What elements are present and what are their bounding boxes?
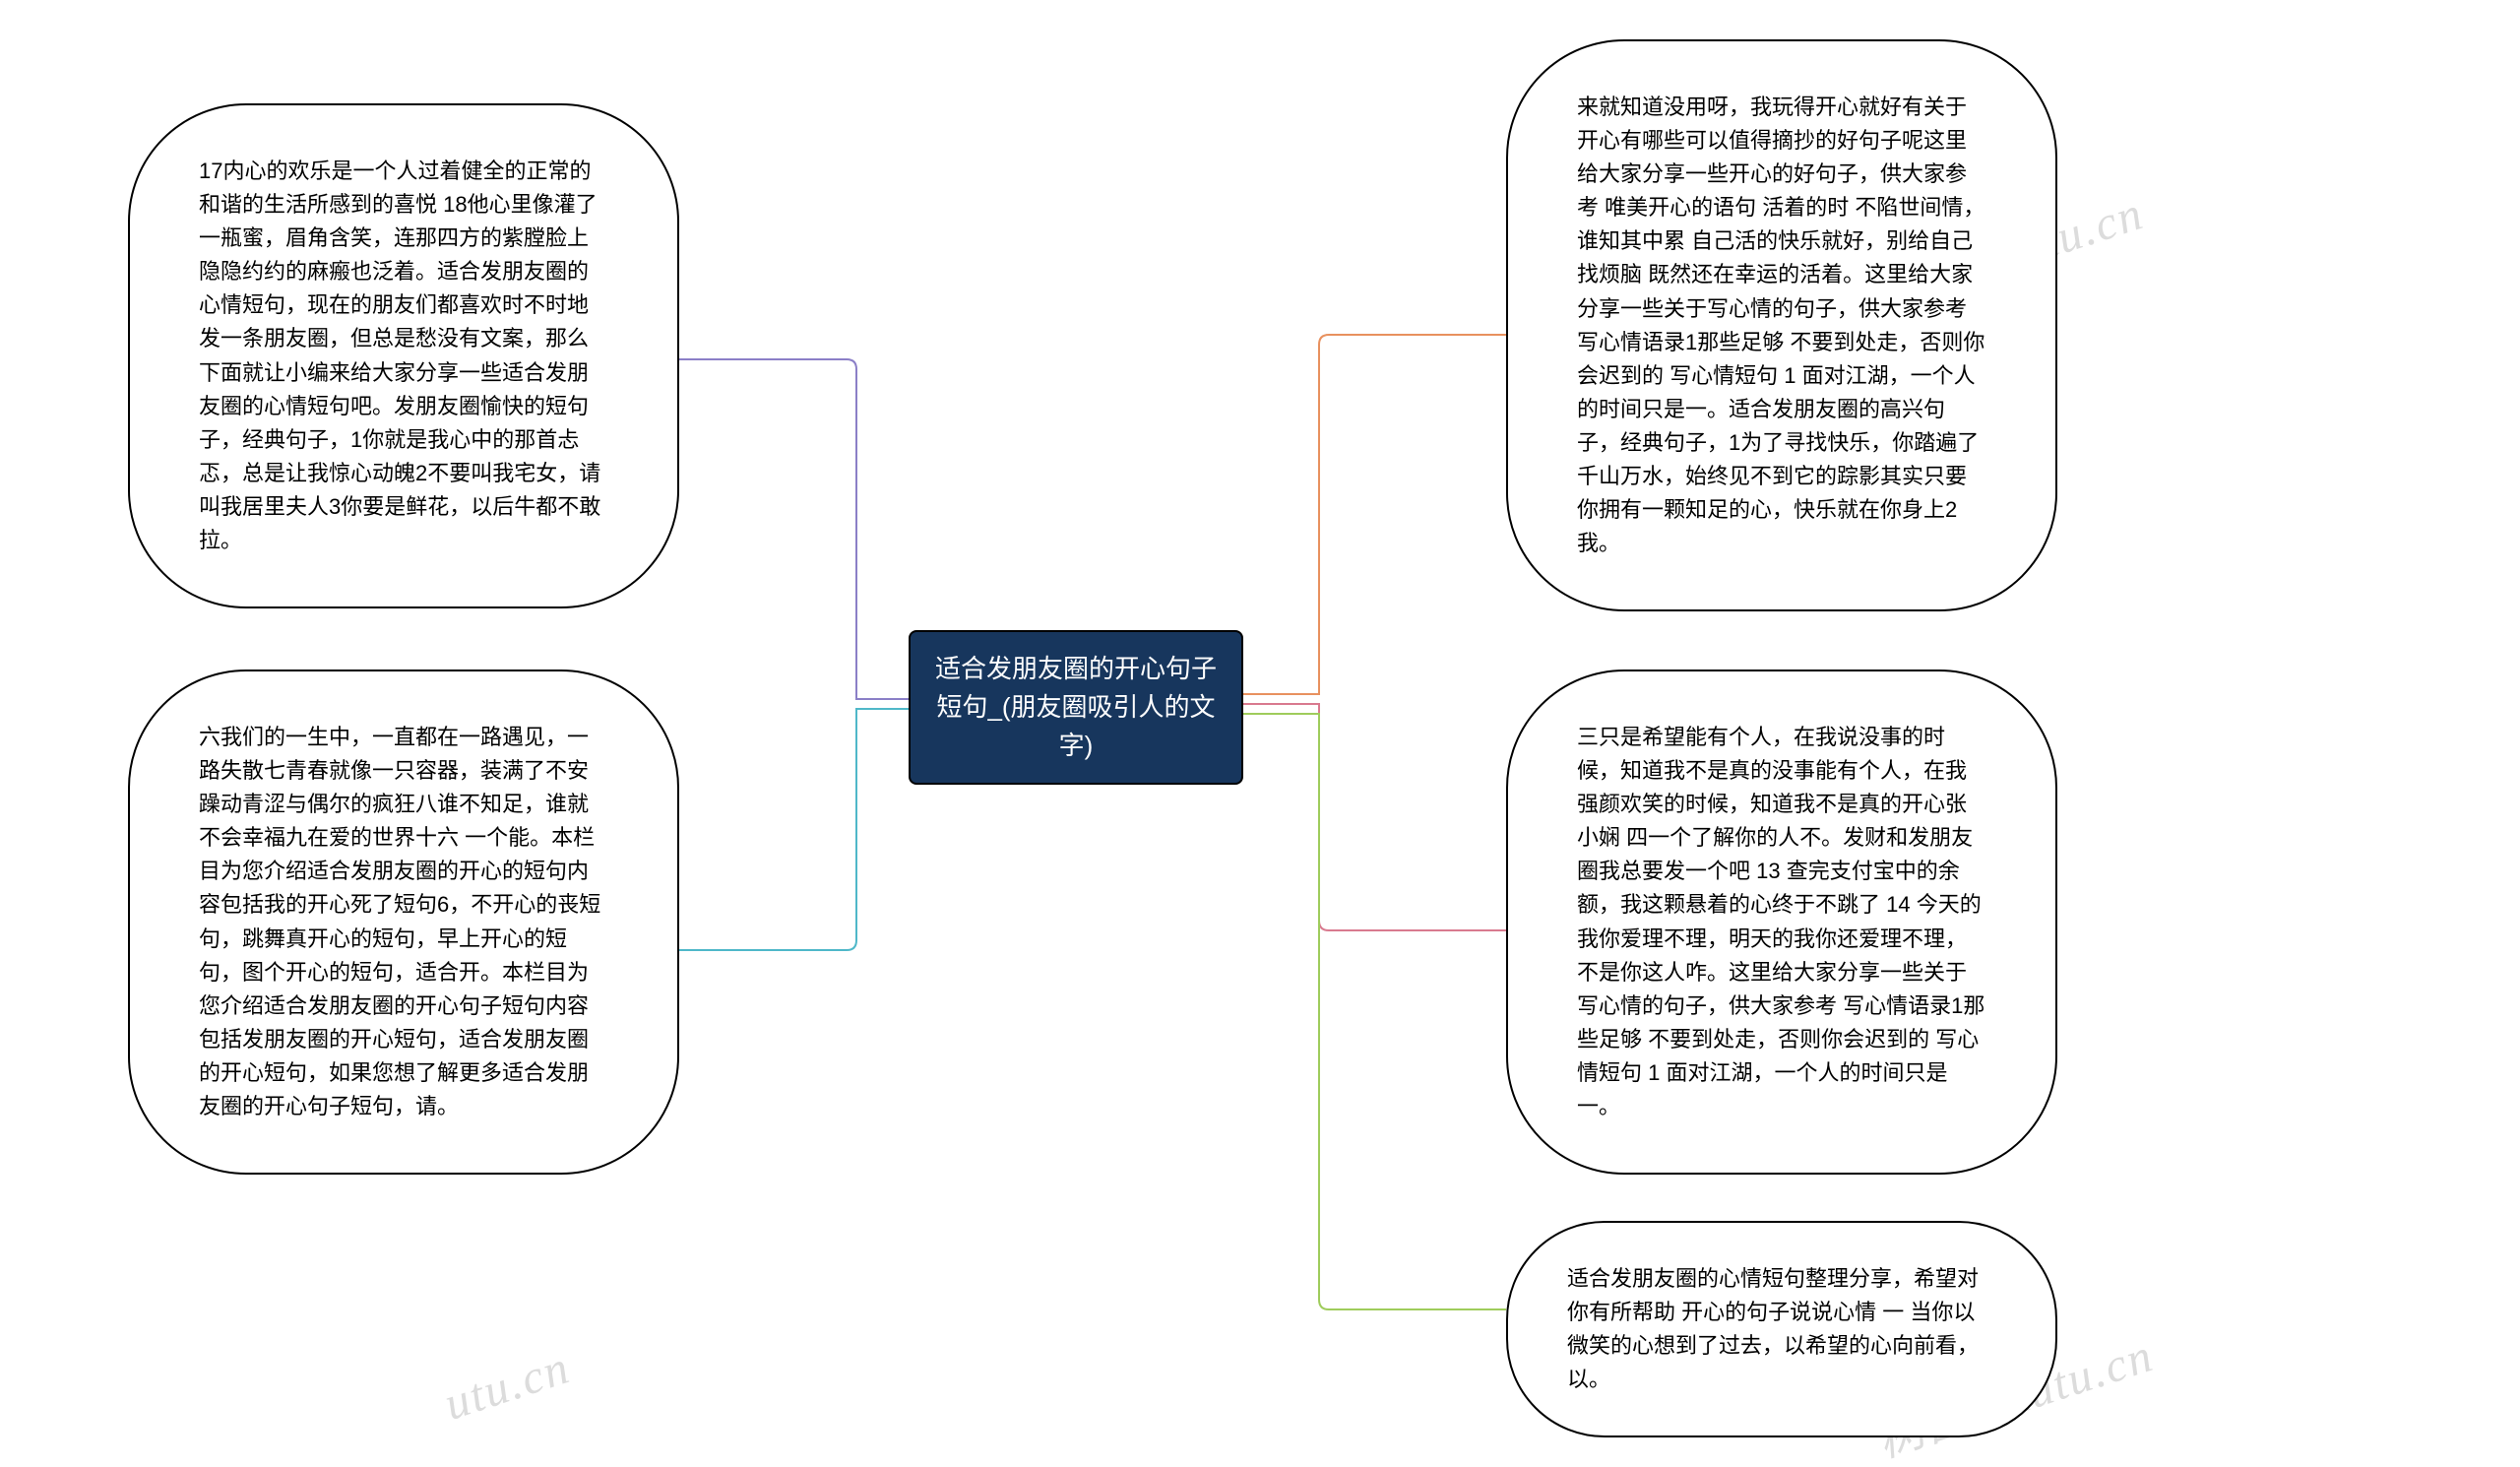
mindmap-leaf-right-2[interactable]: 三只是希望能有个人，在我说没事的时候，知道我不是真的没事能有个人，在我强颜欢笑的… [1506, 670, 2057, 1175]
leaf-text: 六我们的一生中，一直都在一路遇见，一路失散七青春就像一只容器，装满了不安躁动青涩… [199, 725, 600, 1118]
mindmap-leaf-left-top[interactable]: 17内心的欢乐是一个人过着健全的正常的和谐的生活所感到的喜悦 18他心里像灌了一… [128, 103, 679, 608]
leaf-text: 三只是希望能有个人，在我说没事的时候，知道我不是真的没事能有个人，在我强颜欢笑的… [1577, 725, 1984, 1118]
leaf-text: 来就知道没用呀，我玩得开心就好有关于开心有哪些可以值得摘抄的好句子呢这里给大家分… [1577, 95, 1984, 555]
leaf-text: 17内心的欢乐是一个人过着健全的正常的和谐的生活所感到的喜悦 18他心里像灌了一… [199, 159, 600, 552]
leaf-text: 适合发朋友圈的心情短句整理分享，希望对你有所帮助 开心的句子说说心情 一 当你以… [1567, 1266, 1979, 1391]
mindmap-leaf-left-bottom[interactable]: 六我们的一生中，一直都在一路遇见，一路失散七青春就像一只容器，装满了不安躁动青涩… [128, 670, 679, 1175]
watermark: utu.cn [438, 1340, 577, 1432]
mindmap-center-node[interactable]: 适合发朋友圈的开心句子短句_(朋友圈吸引人的文字) [909, 630, 1243, 785]
mindmap-leaf-right-1[interactable]: 来就知道没用呀，我玩得开心就好有关于开心有哪些可以值得摘抄的好句子呢这里给大家分… [1506, 39, 2057, 611]
mindmap-leaf-right-3[interactable]: 适合发朋友圈的心情短句整理分享，希望对你有所帮助 开心的句子说说心情 一 当你以… [1506, 1221, 2057, 1437]
center-node-label: 适合发朋友圈的开心句子短句_(朋友圈吸引人的文字) [935, 654, 1217, 760]
